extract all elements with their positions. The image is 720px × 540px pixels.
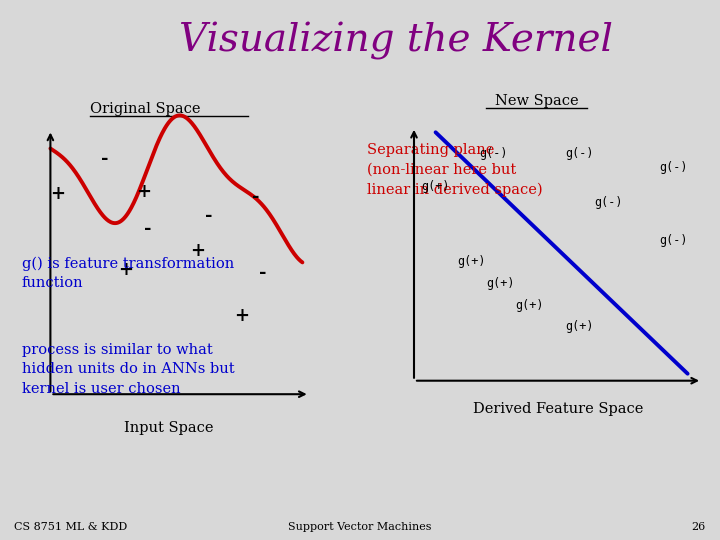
Text: +: + xyxy=(234,307,248,325)
Text: g(-): g(-) xyxy=(659,161,688,174)
Text: -: - xyxy=(259,264,266,282)
Text: New Space: New Space xyxy=(495,94,578,108)
Text: g(-): g(-) xyxy=(659,234,688,247)
Text: Support Vector Machines: Support Vector Machines xyxy=(288,522,432,532)
Text: -: - xyxy=(252,188,259,206)
Text: g(+): g(+) xyxy=(486,277,515,290)
Text: +: + xyxy=(50,185,65,204)
Text: g(+): g(+) xyxy=(457,255,486,268)
Text: g(-): g(-) xyxy=(594,196,623,209)
Text: Separating plane
(non-linear here but
linear in derived space): Separating plane (non-linear here but li… xyxy=(367,143,543,197)
Text: -: - xyxy=(205,207,212,225)
Text: g(+): g(+) xyxy=(515,299,544,312)
Text: g(+): g(+) xyxy=(565,320,594,333)
Text: +: + xyxy=(137,183,151,201)
Text: g(-): g(-) xyxy=(479,147,508,160)
Text: g() is feature transformation
function: g() is feature transformation function xyxy=(22,256,234,291)
Text: process is similar to what
hidden units do in ANNs but
kernel is user chosen: process is similar to what hidden units … xyxy=(22,343,234,396)
Text: -: - xyxy=(101,150,108,168)
Text: Input Space: Input Space xyxy=(125,421,214,435)
Text: CS 8751 ML & KDD: CS 8751 ML & KDD xyxy=(14,522,127,532)
Text: +: + xyxy=(119,261,133,279)
Text: Visualizing the Kernel: Visualizing the Kernel xyxy=(179,22,613,59)
Text: Original Space: Original Space xyxy=(90,102,200,116)
Text: Derived Feature Space: Derived Feature Space xyxy=(473,402,643,416)
Text: g(+): g(+) xyxy=(421,180,450,193)
Text: g(-): g(-) xyxy=(565,147,594,160)
Text: -: - xyxy=(144,220,151,239)
Text: 26: 26 xyxy=(691,522,706,532)
Text: +: + xyxy=(191,242,205,260)
